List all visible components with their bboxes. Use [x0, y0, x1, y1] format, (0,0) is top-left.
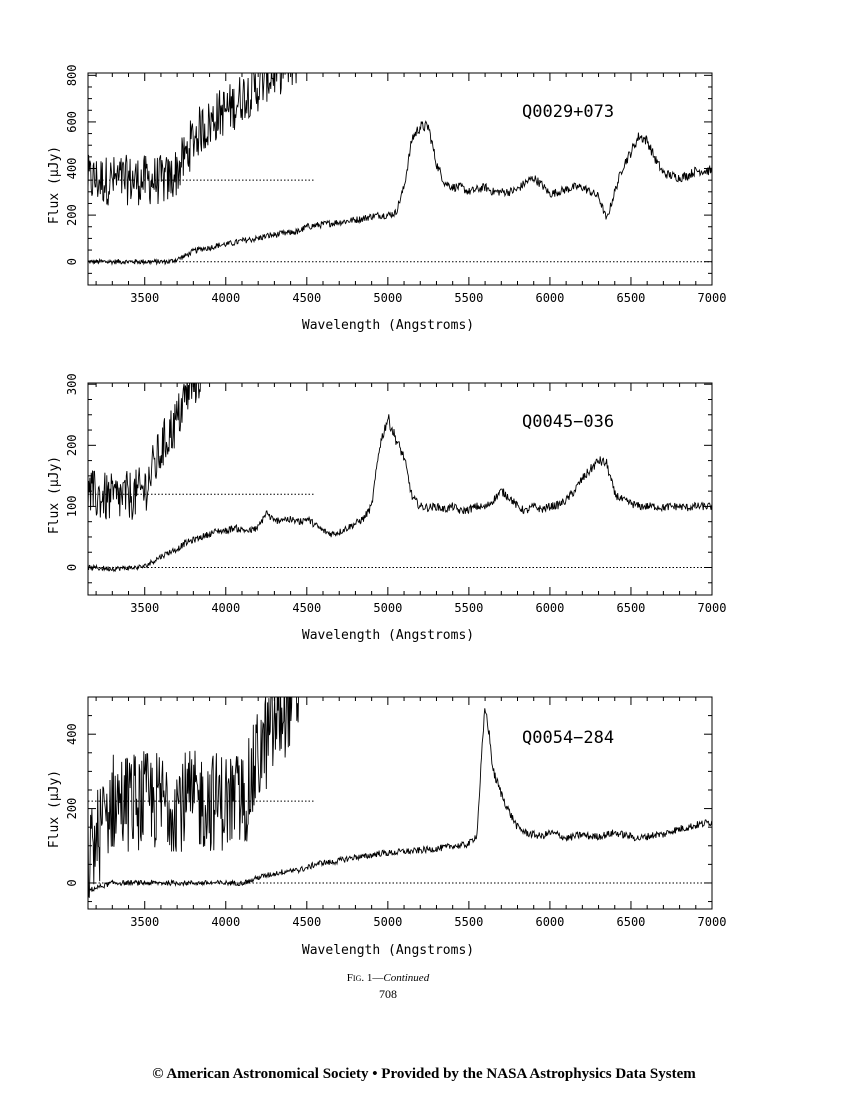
x-tick-label: 6500 [617, 915, 646, 929]
figure-caption-dash: — [372, 972, 384, 984]
spectrum-name: Q0054−284 [522, 728, 614, 748]
figure-caption: Fig. 1—Continued [0, 972, 776, 984]
x-tick-label: 4000 [211, 915, 240, 929]
x-tick-label: 5000 [373, 915, 402, 929]
spectrum-inset-line [88, 697, 299, 898]
chart-panel-2: 3500 4000 4500 5000 5500 6000 6500 7000 0 100 200 3… [47, 373, 727, 643]
y-axis-label: Flux (μJy) [47, 456, 62, 534]
y-axis-label: Flux (μJy) [47, 770, 62, 848]
chart-panel-1: 3500 4000 4500 5000 5500 6000 6500 7000 0 200 400 6… [47, 64, 727, 333]
y-axis-label: Flux (μJy) [47, 146, 62, 224]
spectrum-line [88, 414, 712, 573]
x-axis-label: Wavelength (Angstroms) [302, 628, 474, 643]
x-tick-label: 5500 [454, 291, 483, 305]
x-tick-label: 6000 [535, 291, 564, 305]
y-tick-label: 200 [65, 798, 79, 820]
x-tick-label: 3500 [130, 915, 159, 929]
x-tick-label: 7000 [698, 291, 727, 305]
x-tick-label: 7000 [698, 915, 727, 929]
figure-caption-continued: Continued [383, 972, 430, 984]
x-tick-label: 3500 [130, 601, 159, 615]
y-tick-label: 0 [65, 564, 79, 571]
x-tick-label: 7000 [698, 601, 727, 615]
x-tick-label: 5000 [373, 291, 402, 305]
x-axis-label: Wavelength (Angstroms) [302, 943, 474, 958]
x-axis-label: Wavelength (Angstroms) [302, 318, 474, 333]
y-tick-label: 400 [65, 723, 79, 745]
x-tick-label: 4500 [292, 601, 321, 615]
spectrum-line [88, 708, 712, 893]
plot-frame [87, 696, 713, 910]
spectrum-inset-line [88, 73, 297, 206]
y-tick-label: 0 [65, 879, 79, 886]
x-tick-label: 6500 [617, 291, 646, 305]
spectrum-inset-line [88, 383, 201, 520]
y-tick-label: 100 [65, 496, 79, 518]
y-tick-label: 200 [65, 434, 79, 456]
y-tick-label: 800 [65, 64, 79, 86]
x-tick-label: 3500 [130, 291, 159, 305]
y-tick-label: 0 [65, 258, 79, 265]
footer-copyright: © American Astronomical Society • Provid… [152, 1066, 696, 1082]
x-tick-label: 6000 [535, 915, 564, 929]
y-tick-label: 200 [65, 204, 79, 226]
x-tick-label: 5000 [373, 601, 402, 615]
x-tick-label: 4000 [211, 291, 240, 305]
x-tick-label: 5500 [454, 915, 483, 929]
x-tick-label: 4500 [292, 291, 321, 305]
x-tick-label: 6000 [535, 601, 564, 615]
spectrum-line [88, 120, 712, 266]
x-tick-label: 4000 [211, 601, 240, 615]
y-tick-label: 300 [65, 373, 79, 395]
spectrum-name: Q0045−036 [522, 412, 614, 432]
y-tick-label: 400 [65, 158, 79, 180]
x-tick-label: 5500 [454, 601, 483, 615]
page-number: 708 [379, 987, 397, 1001]
y-tick-label: 600 [65, 111, 79, 133]
figure-caption-label: Fig. 1 [346, 972, 373, 984]
spectrum-name: Q0029+073 [522, 102, 614, 122]
chart-panel-3: 3500 4000 4500 5000 5500 6000 6500 7000 0 200 400 W… [47, 696, 727, 958]
x-tick-label: 6500 [617, 601, 646, 615]
x-tick-label: 4500 [292, 915, 321, 929]
